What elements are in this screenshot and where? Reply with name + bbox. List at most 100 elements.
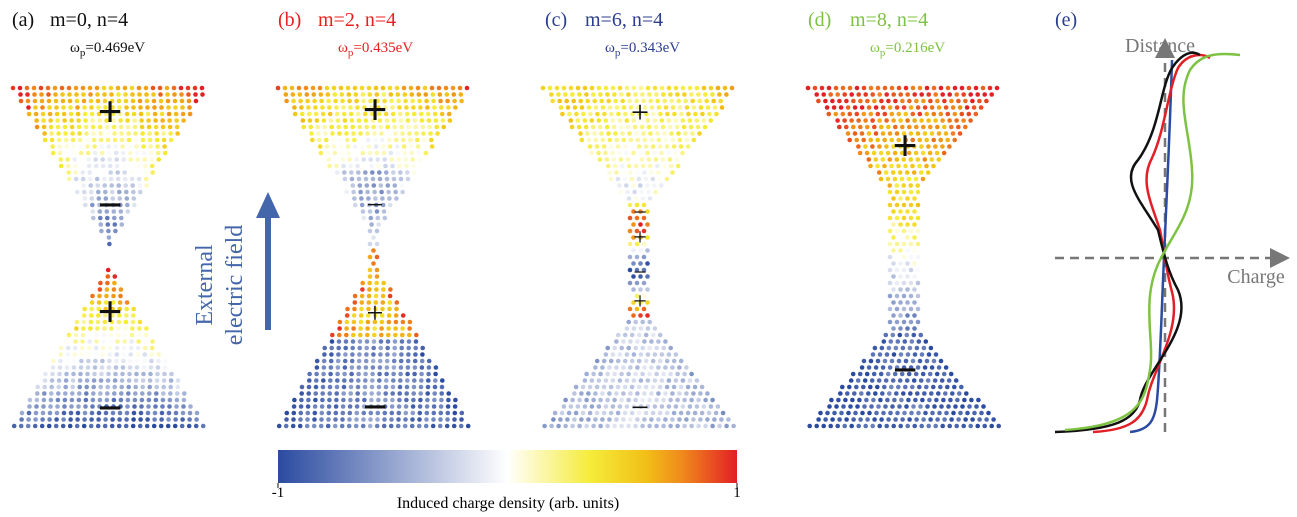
lattice-dot	[912, 333, 917, 338]
lattice-dot	[681, 378, 686, 383]
lattice-dot	[453, 398, 458, 403]
lattice-dot	[832, 411, 837, 416]
lattice-dot	[126, 209, 131, 214]
lattice-dot	[359, 320, 364, 325]
lattice-dot	[134, 372, 139, 377]
lattice-dot	[625, 86, 630, 91]
lattice-dot	[155, 378, 160, 383]
lattice-dot	[937, 131, 942, 136]
lattice-dot	[814, 424, 819, 429]
lattice-dot	[921, 372, 926, 377]
lattice-dot	[120, 372, 125, 377]
lattice-dot	[125, 404, 130, 409]
lattice-dot	[665, 112, 670, 117]
lattice-dot	[676, 164, 681, 169]
lattice-dot	[394, 138, 399, 143]
lattice-dot	[909, 294, 914, 299]
lattice-dot	[431, 417, 436, 422]
lattice-dot	[131, 105, 136, 110]
lattice-dot	[646, 86, 651, 91]
lattice-dot	[337, 333, 342, 338]
lattice-dot	[26, 417, 31, 422]
lattice-dot	[375, 255, 380, 260]
charge-sign: +	[892, 122, 917, 171]
lattice-dot	[345, 313, 350, 318]
lattice-dot	[141, 372, 146, 377]
lattice-dot	[716, 86, 721, 91]
lattice-dot	[942, 125, 947, 130]
lattice-dot	[424, 92, 429, 97]
lattice-dot	[56, 125, 61, 130]
lattice-dot	[684, 365, 689, 370]
lattice-dot	[630, 144, 635, 149]
lattice-dot	[122, 170, 127, 175]
lattice-dot	[940, 378, 945, 383]
lattice-dot	[926, 92, 931, 97]
lattice-dot	[79, 151, 84, 156]
lattice-dot	[82, 105, 87, 110]
lattice-dot	[147, 125, 152, 130]
lattice-dot	[352, 307, 357, 312]
lattice-dot	[707, 112, 712, 117]
lattice-dot	[558, 417, 563, 422]
lattice-dot	[387, 320, 392, 325]
lattice-dot	[380, 138, 385, 143]
lattice-dot	[592, 99, 597, 104]
lattice-dot	[912, 92, 917, 97]
lattice-dot	[959, 385, 964, 390]
lattice-dot	[851, 125, 856, 130]
lattice-dot	[866, 391, 871, 396]
lattice-dot	[573, 105, 578, 110]
lattice-dot	[602, 411, 607, 416]
lattice-dot	[34, 112, 39, 117]
lattice-dot	[128, 157, 133, 162]
lattice-dot	[590, 378, 595, 383]
lattice-dot	[66, 170, 71, 175]
lattice-dot	[434, 118, 439, 123]
lattice-dot	[426, 385, 431, 390]
curve	[1055, 53, 1200, 432]
lattice-dot	[654, 372, 659, 377]
lattice-dot	[159, 99, 164, 104]
lattice-dot	[952, 138, 957, 143]
lattice-dot	[332, 86, 337, 91]
lattice-dot	[86, 359, 91, 364]
lattice-dot	[628, 339, 633, 344]
lattice-dot	[61, 417, 66, 422]
lattice-dot	[648, 164, 653, 169]
lattice-dot	[374, 287, 379, 292]
colorbar-tick-label: 1	[733, 485, 741, 501]
lattice-dot	[617, 151, 622, 156]
lattice-dot	[912, 261, 917, 266]
lattice-dot	[689, 125, 694, 130]
lattice-dot	[900, 99, 905, 104]
lattice-dot	[393, 183, 398, 188]
lattice-dot	[931, 385, 936, 390]
lattice-dot	[564, 99, 569, 104]
lattice-dot	[130, 92, 135, 97]
lattice-dot	[616, 359, 621, 364]
lattice-dot	[371, 365, 376, 370]
lattice-dot	[663, 417, 668, 422]
lattice-dot	[312, 92, 317, 97]
lattice-dot	[362, 164, 367, 169]
lattice-dot	[417, 157, 422, 162]
lattice-dot	[310, 138, 315, 143]
lattice-dot	[107, 242, 112, 247]
lattice-dot	[930, 131, 935, 136]
lattice-dot	[51, 359, 56, 364]
lattice-dot	[974, 112, 979, 117]
lattice-dot	[574, 112, 579, 117]
lattice-dot	[647, 320, 652, 325]
lattice-dot	[886, 372, 891, 377]
lattice-dot	[591, 92, 596, 97]
lattice-dot	[876, 404, 881, 409]
lattice-dot	[11, 86, 16, 91]
lattice-dot	[649, 170, 654, 175]
lattice-dot	[445, 424, 450, 429]
lattice-dot	[975, 424, 980, 429]
lattice-dot	[367, 144, 372, 149]
lattice-dot	[337, 131, 342, 136]
lattice-dot	[153, 118, 158, 123]
lattice-dot	[918, 404, 923, 409]
